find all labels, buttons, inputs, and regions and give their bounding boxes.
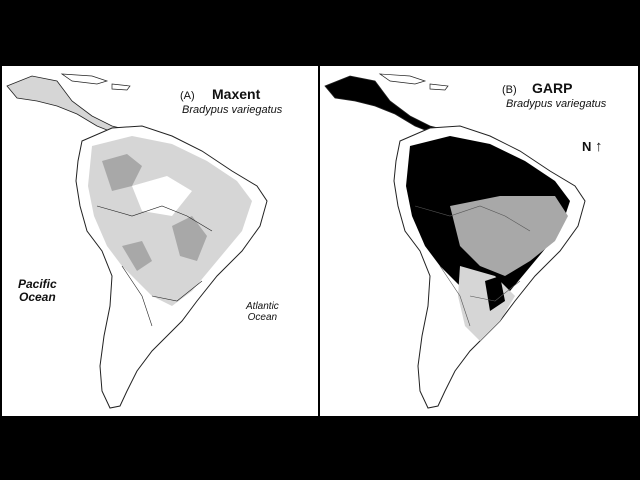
north-arrow: N ↑: [582, 138, 603, 155]
country-borders: [414, 205, 531, 327]
cuba-island: [60, 73, 109, 85]
south-america-map-garp: [324, 73, 586, 409]
suitability-mid-area: [172, 216, 207, 261]
suitability-high-area: [485, 276, 505, 311]
arrow-up-icon: ↑: [595, 138, 603, 155]
panel-tag: (A): [180, 90, 195, 102]
pacific-ocean-label: Pacific Ocean: [18, 277, 57, 304]
model-name: GARP: [532, 80, 573, 96]
south-america-map-maxent: [6, 73, 268, 409]
map-panel-maxent: (A) Maxent Bradypus variegatus Pacific O…: [2, 66, 318, 416]
hispaniola-island: [429, 83, 449, 91]
suitability-mid-area: [122, 241, 152, 271]
hispaniola-island: [111, 83, 131, 91]
suitability-mid-area: [102, 154, 142, 191]
suitability-mid-area: [450, 196, 568, 276]
species-name: Bradypus variegatus: [506, 98, 607, 110]
species-name: Bradypus variegatus: [182, 104, 283, 116]
atlantic-ocean-label: Atlantic Ocean: [246, 301, 279, 323]
map-panel-garp: (B) GARP Bradypus variegatus N ↑: [320, 66, 638, 416]
panel-tag: (B): [502, 84, 517, 96]
model-name: Maxent: [212, 86, 261, 102]
unsuitable-area: [132, 176, 192, 216]
country-borders: [96, 205, 213, 327]
cuba-island: [378, 73, 427, 85]
